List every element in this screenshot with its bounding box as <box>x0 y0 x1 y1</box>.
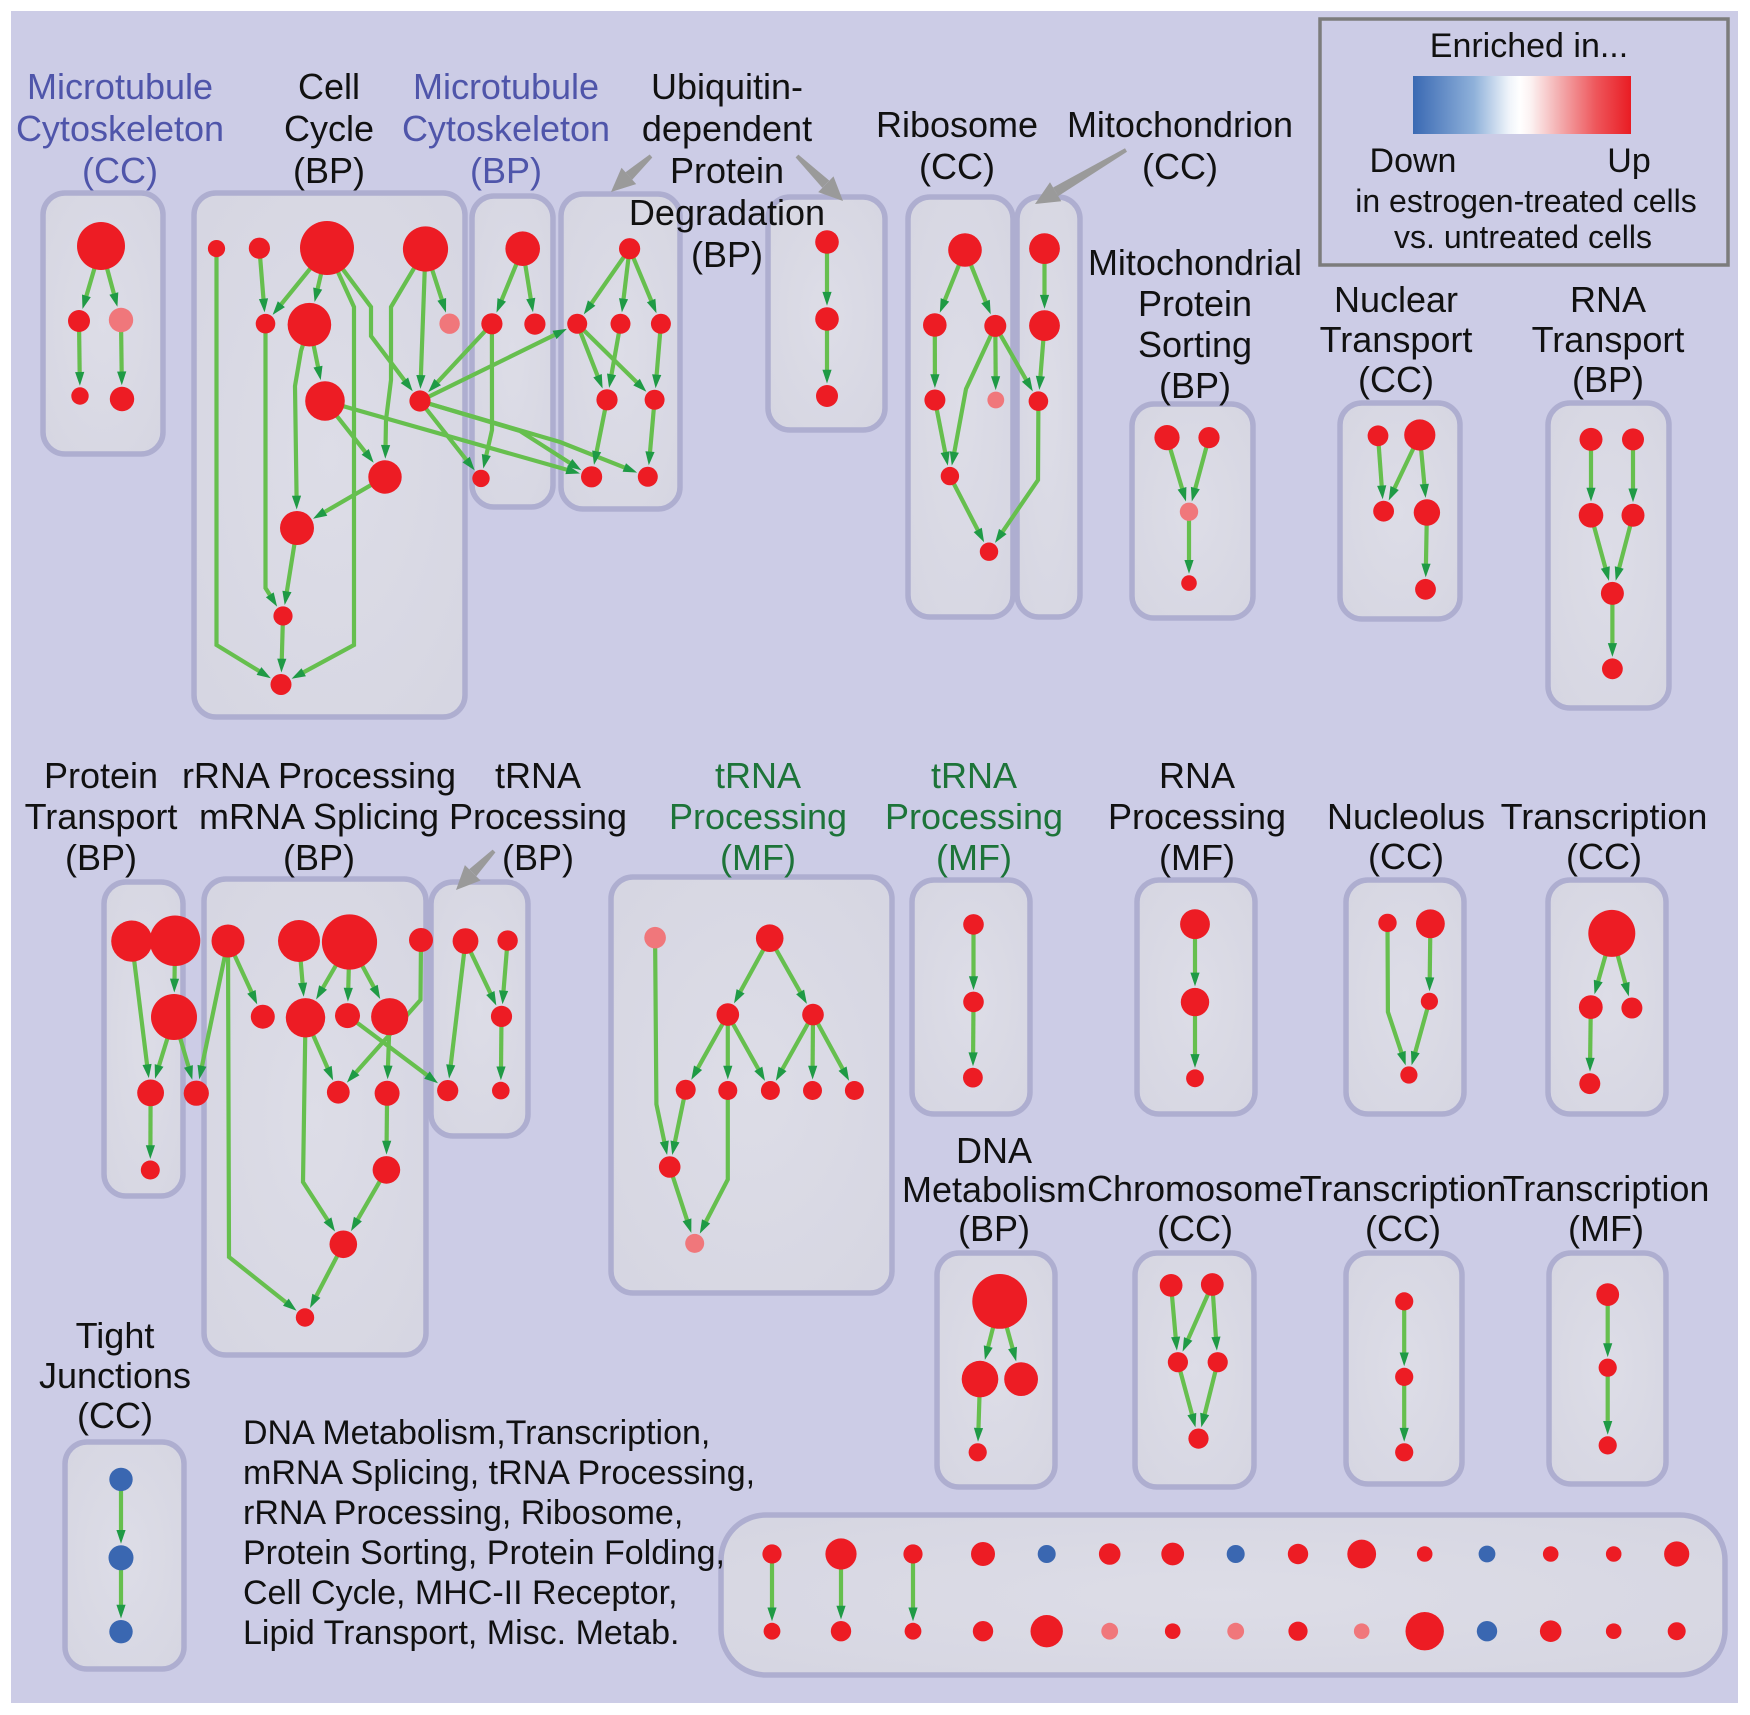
svg-text:vs. untreated cells: vs. untreated cells <box>1394 219 1652 255</box>
svg-text:DNA: DNA <box>956 1130 1032 1171</box>
svg-text:RNA: RNA <box>1570 279 1646 320</box>
svg-text:(BP): (BP) <box>65 837 137 878</box>
svg-text:DNA Metabolism,Transcription,: DNA Metabolism,Transcription, <box>243 1414 710 1452</box>
svg-text:tRNA: tRNA <box>931 755 1017 796</box>
svg-text:Microtubule: Microtubule <box>413 66 599 107</box>
svg-text:Processing: Processing <box>1108 796 1286 837</box>
svg-text:Transport: Transport <box>1532 319 1685 360</box>
svg-text:(BP): (BP) <box>1572 359 1644 400</box>
svg-text:(BP): (BP) <box>691 234 763 275</box>
svg-text:Protein: Protein <box>44 755 158 796</box>
svg-text:(CC): (CC) <box>1142 146 1218 187</box>
svg-text:(MF): (MF) <box>720 837 796 878</box>
svg-text:Metabolism: Metabolism <box>902 1169 1086 1210</box>
svg-text:Transport: Transport <box>1320 319 1473 360</box>
svg-text:(CC): (CC) <box>1566 836 1642 877</box>
svg-text:(BP): (BP) <box>958 1208 1030 1249</box>
svg-text:Nucleolus: Nucleolus <box>1327 796 1485 837</box>
svg-text:Enriched in...: Enriched in... <box>1430 27 1628 65</box>
svg-text:RNA: RNA <box>1159 755 1235 796</box>
svg-text:(MF): (MF) <box>1159 837 1235 878</box>
svg-text:Microtubule: Microtubule <box>27 66 213 107</box>
svg-text:(MF): (MF) <box>936 837 1012 878</box>
svg-text:Cytoskeleton: Cytoskeleton <box>16 108 224 149</box>
svg-text:(CC): (CC) <box>77 1395 153 1436</box>
svg-text:(CC): (CC) <box>82 150 158 191</box>
svg-text:(BP): (BP) <box>1159 365 1231 406</box>
svg-text:Nuclear: Nuclear <box>1334 279 1458 320</box>
svg-text:(MF): (MF) <box>1568 1208 1644 1249</box>
svg-text:mRNA Splicing, tRNA Processing: mRNA Splicing, tRNA Processing, <box>243 1454 755 1492</box>
svg-text:Down: Down <box>1370 142 1457 180</box>
svg-text:(BP): (BP) <box>470 150 542 191</box>
svg-text:(CC): (CC) <box>1368 836 1444 877</box>
svg-text:(BP): (BP) <box>293 150 365 191</box>
svg-text:rRNA Processing: rRNA Processing <box>182 755 456 796</box>
svg-text:Protein: Protein <box>1138 283 1252 324</box>
svg-text:(CC): (CC) <box>1358 359 1434 400</box>
svg-text:tRNA: tRNA <box>715 755 801 796</box>
svg-text:in estrogen-treated cells: in estrogen-treated cells <box>1355 183 1697 219</box>
svg-text:Sorting: Sorting <box>1138 324 1252 365</box>
svg-text:Cell Cycle, MHC-II Receptor,: Cell Cycle, MHC-II Receptor, <box>243 1574 678 1612</box>
svg-text:(CC): (CC) <box>1157 1208 1233 1249</box>
svg-text:Processing: Processing <box>669 796 847 837</box>
svg-text:Cell: Cell <box>298 66 360 107</box>
svg-text:(BP): (BP) <box>283 837 355 878</box>
svg-text:dependent: dependent <box>642 108 812 149</box>
svg-text:Lipid Transport, Misc. Metab.: Lipid Transport, Misc. Metab. <box>243 1614 680 1652</box>
svg-text:Transcription: Transcription <box>1503 1168 1710 1209</box>
svg-text:Cycle: Cycle <box>284 108 374 149</box>
svg-text:mRNA Splicing: mRNA Splicing <box>199 796 439 837</box>
svg-text:(BP): (BP) <box>502 837 574 878</box>
svg-text:Protein: Protein <box>670 150 784 191</box>
svg-text:Transcription: Transcription <box>1300 1168 1507 1209</box>
svg-text:Transcription: Transcription <box>1501 796 1708 837</box>
svg-text:Chromosome: Chromosome <box>1087 1168 1303 1209</box>
svg-text:Mitochondrial: Mitochondrial <box>1088 242 1302 283</box>
svg-text:Junctions: Junctions <box>39 1355 191 1396</box>
svg-text:tRNA: tRNA <box>495 755 581 796</box>
svg-text:Up: Up <box>1607 142 1650 180</box>
svg-text:Mitochondrion: Mitochondrion <box>1067 104 1293 145</box>
svg-text:(CC): (CC) <box>1365 1208 1441 1249</box>
svg-text:Protein Sorting, Protein Foldi: Protein Sorting, Protein Folding, <box>243 1534 725 1572</box>
svg-text:Cytoskeleton: Cytoskeleton <box>402 108 610 149</box>
svg-text:Ribosome: Ribosome <box>876 104 1038 145</box>
svg-text:(CC): (CC) <box>919 146 995 187</box>
svg-text:Processing: Processing <box>449 796 627 837</box>
svg-text:Tight: Tight <box>76 1315 155 1356</box>
svg-text:Processing: Processing <box>885 796 1063 837</box>
svg-text:Transport: Transport <box>25 796 178 837</box>
svg-text:Degradation: Degradation <box>629 192 825 233</box>
svg-text:rRNA Processing, Ribosome,: rRNA Processing, Ribosome, <box>243 1494 683 1532</box>
svg-text:Ubiquitin-: Ubiquitin- <box>651 66 803 107</box>
